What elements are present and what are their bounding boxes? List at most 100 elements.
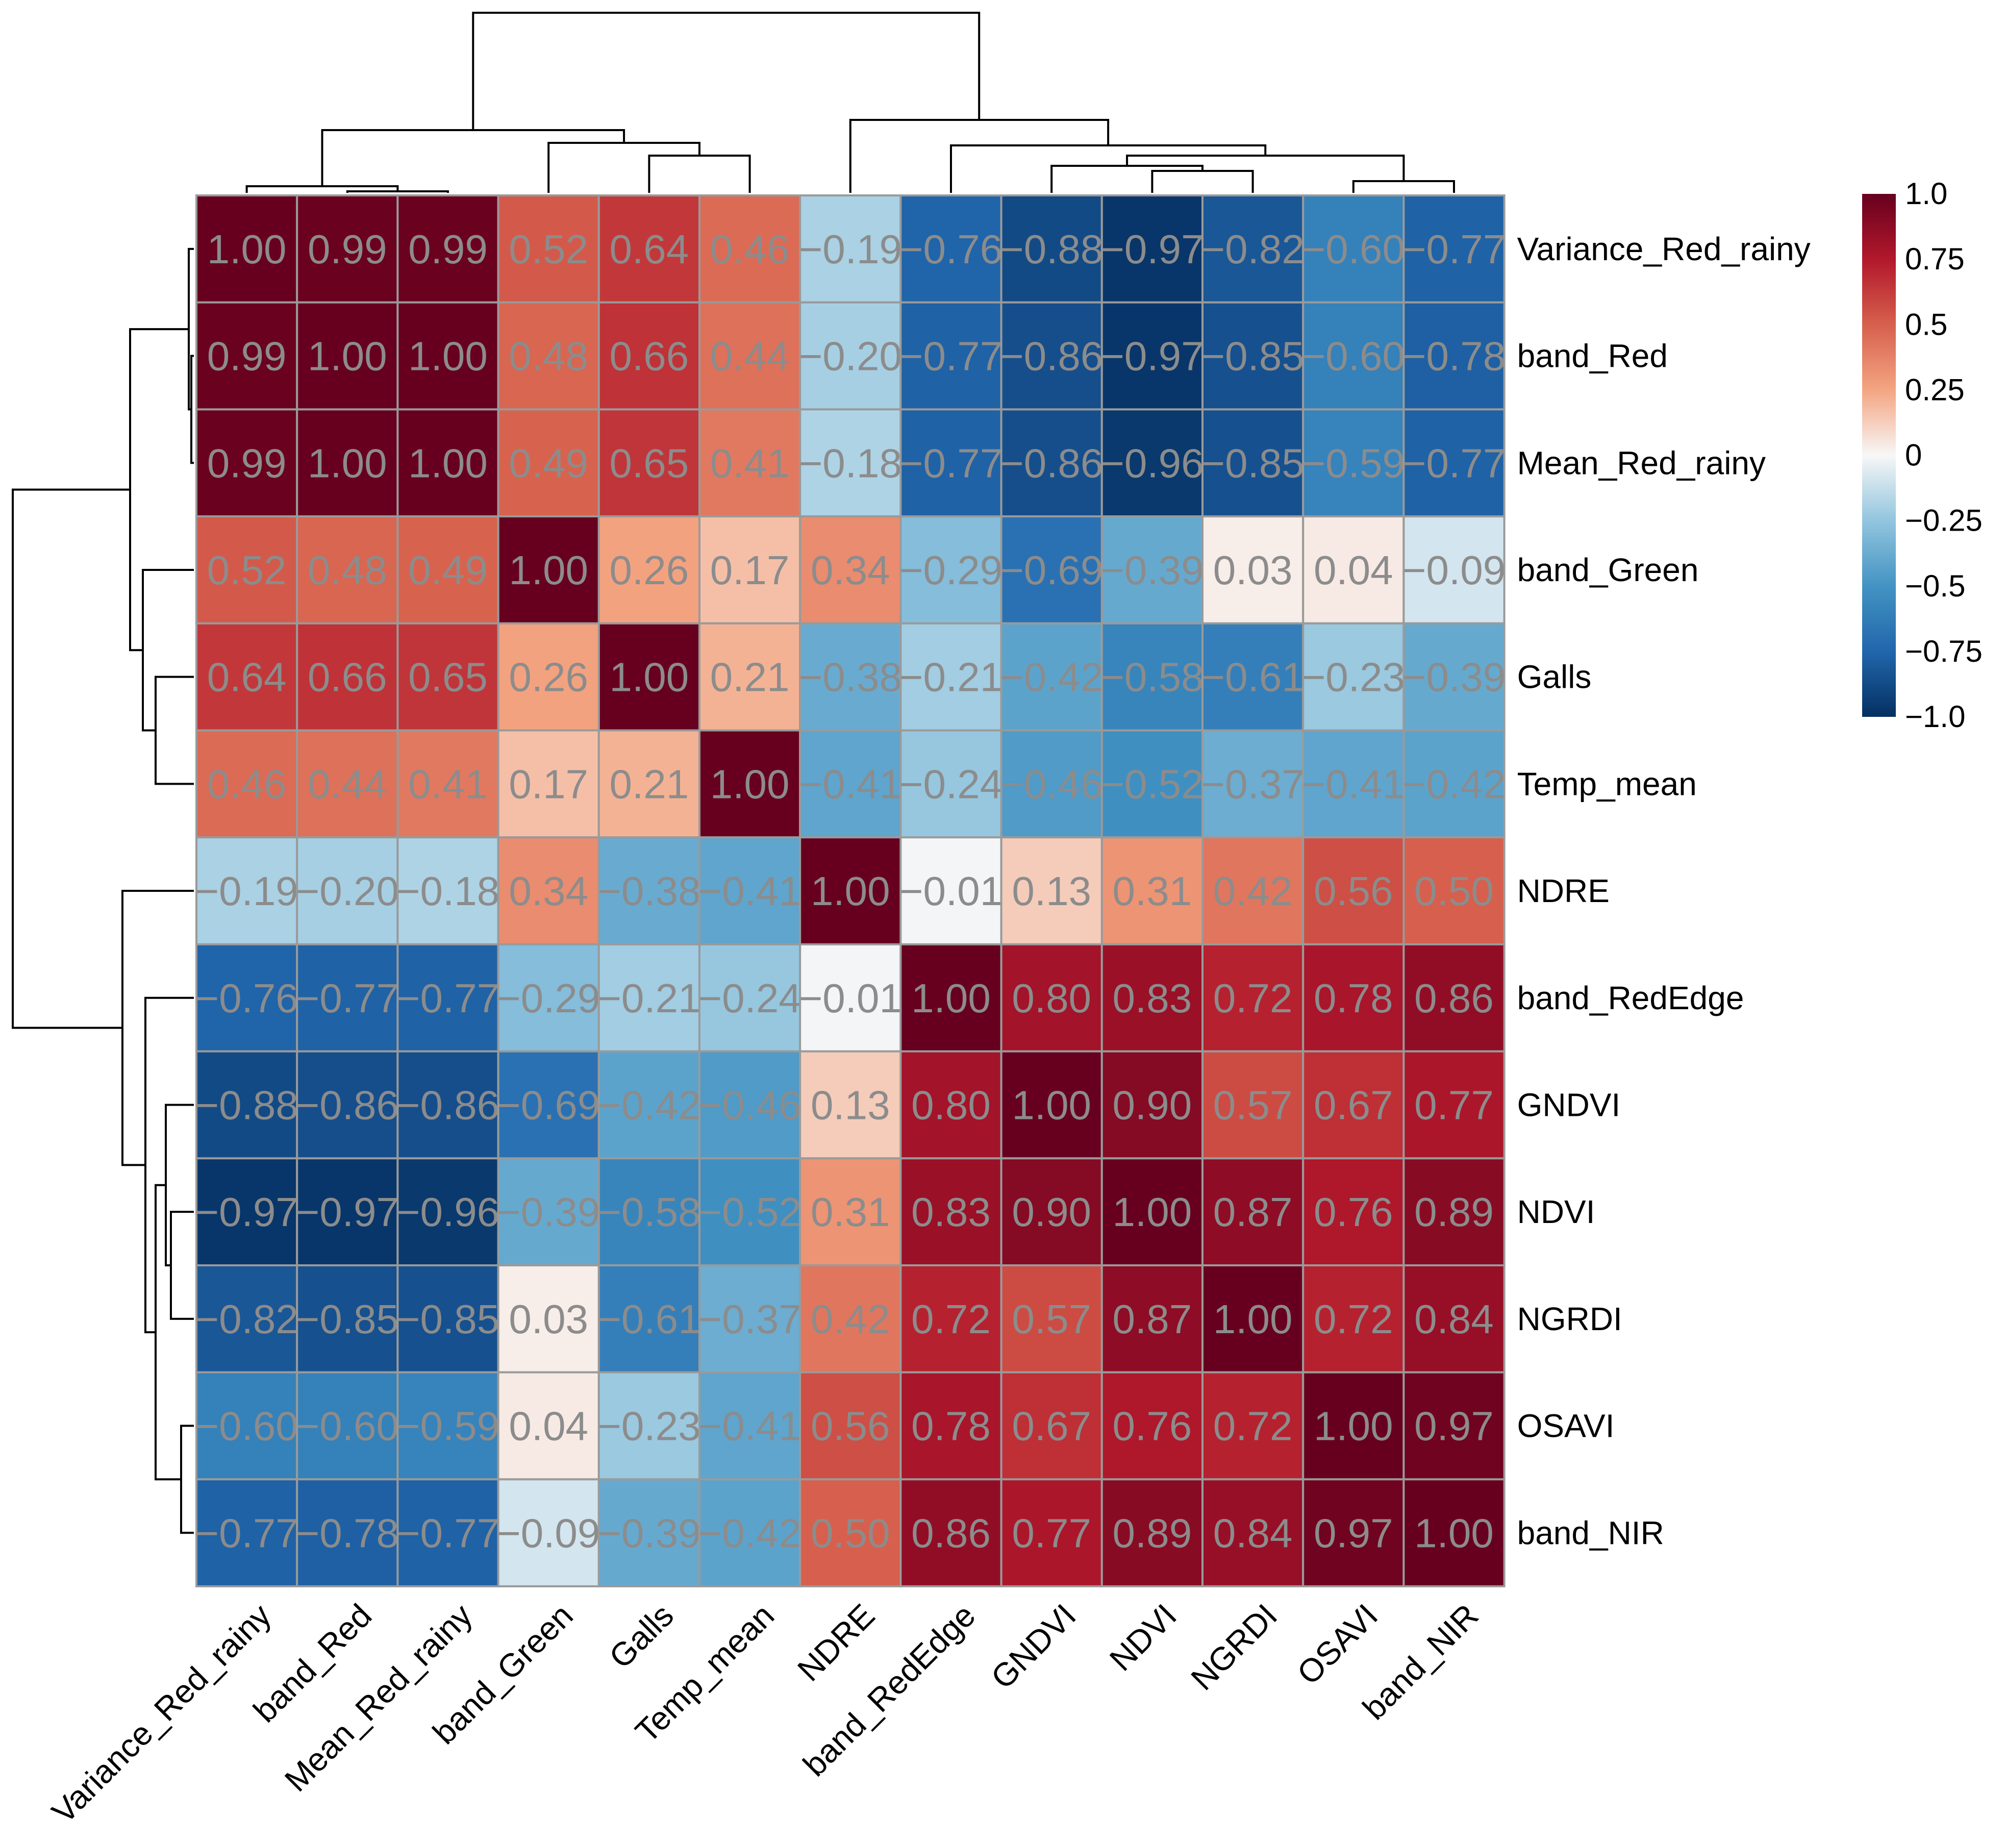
dendrogram-branch (321, 129, 625, 186)
cell-value-label: 0.21 (610, 761, 689, 807)
cell-value-label: −0.76 (899, 227, 1002, 272)
heatmap-cell (1000, 408, 1103, 518)
cell-value-label: −0.59 (1302, 440, 1405, 486)
cell-value-label: 0.66 (610, 334, 689, 379)
cell-value-label: −0.38 (799, 655, 902, 700)
cell-value-label: 0.76 (1314, 1189, 1393, 1235)
cell-value-label: 1.00 (1113, 1189, 1192, 1235)
cell-value-label: 0.13 (1012, 868, 1091, 914)
cell-value-label: 0.46 (710, 227, 790, 272)
cell-value-label: 1.00 (1314, 1404, 1393, 1449)
dendrogram-branch (180, 1425, 194, 1534)
heatmap-cell (1201, 1371, 1305, 1481)
cell-value-label: 0.65 (408, 655, 488, 700)
cell-value-label: 0.65 (610, 440, 689, 486)
heatmap-cell (698, 515, 801, 625)
cell-value-label: −0.38 (597, 868, 700, 914)
heatmap-cell (597, 408, 701, 518)
cell-value-label: 0.87 (1113, 1296, 1192, 1342)
cell-value-label: 0.50 (1414, 868, 1494, 914)
heatmap-cell (1402, 1050, 1506, 1160)
cell-value-label: −0.58 (597, 1189, 700, 1235)
cell-value-label: 0.80 (1012, 976, 1091, 1021)
cell-value-label: −0.19 (799, 227, 902, 272)
cell-value-label: −0.42 (597, 1082, 700, 1128)
cell-value-label: −0.20 (296, 868, 399, 914)
cell-value-label: 0.42 (811, 1296, 890, 1342)
cell-value-label: −0.46 (1000, 761, 1103, 807)
heatmap-cell (1302, 515, 1405, 625)
column-label: OSAVI (1290, 1597, 1385, 1692)
cell-value-label: −0.60 (195, 1404, 298, 1449)
cell-value-label: 0.64 (207, 655, 287, 700)
row-label: Temp_mean (1517, 765, 1697, 802)
cell-value-label: 1.00 (408, 334, 488, 379)
cell-value-label: 0.17 (509, 761, 588, 807)
cell-value-label: 1.00 (308, 334, 387, 379)
heatmap-cell (597, 943, 701, 1053)
cell-value-label: −0.85 (1201, 440, 1304, 486)
cell-value-label: 1.00 (911, 976, 991, 1021)
heatmap-cell (1100, 1371, 1204, 1481)
row-label: Variance_Red_rainy (1517, 231, 1811, 267)
cell-value-label: 0.66 (308, 655, 387, 700)
heatmap-cell (1402, 1157, 1506, 1267)
cell-value-label: −0.24 (899, 761, 1002, 807)
heatmap-cell (698, 301, 801, 411)
cell-value-label: −0.42 (698, 1510, 801, 1556)
heatmap-cell (396, 1050, 499, 1160)
heatmap-cell (396, 622, 499, 732)
cell-value-label: 0.72 (911, 1296, 991, 1342)
cell-value-label: 1.00 (207, 227, 287, 272)
heatmap-cell (1402, 408, 1506, 518)
cell-value-label: 0.03 (509, 1296, 588, 1342)
cell-value-label: 0.57 (1213, 1082, 1293, 1128)
heatmap-cell (195, 943, 298, 1053)
column-dendrogram (245, 12, 1455, 193)
heatmap-cell (497, 622, 600, 732)
heatmap-cell (296, 622, 399, 732)
dendrogram-branch (547, 142, 700, 193)
heatmap-cell (698, 1264, 801, 1373)
heatmap-cell (396, 194, 499, 304)
cell-value-label: −0.39 (1402, 655, 1506, 700)
dendrogram-branch (170, 1211, 194, 1320)
cell-value-label: 0.84 (1414, 1296, 1494, 1342)
dendrogram-branch (1050, 165, 1203, 193)
cell-value-label: 0.78 (911, 1404, 991, 1449)
dendrogram-branch (1126, 155, 1405, 181)
cell-value-label: −0.21 (899, 655, 1002, 700)
legend-tick-label: −0.25 (1905, 504, 1983, 538)
row-label: NDVI (1517, 1193, 1595, 1230)
heatmap-cell (1000, 836, 1103, 945)
heatmap-cell (899, 515, 1002, 625)
cell-value-label: 0.89 (1113, 1510, 1192, 1556)
heatmap-cell (597, 515, 701, 625)
cell-value-label: 0.52 (207, 547, 287, 593)
heatmap-cell (296, 194, 399, 304)
cell-value-label: 0.31 (811, 1189, 890, 1235)
cell-value-label: 0.56 (811, 1404, 890, 1449)
heatmap-cell (1302, 1050, 1405, 1160)
cell-value-label: −0.86 (296, 1082, 399, 1128)
heatmap-cell (1402, 943, 1506, 1053)
column-label: NDVI (1102, 1597, 1184, 1678)
cell-value-label: 0.72 (1213, 976, 1293, 1021)
cell-value-label: −0.86 (396, 1082, 499, 1128)
column-labels: Variance_Red_rainyband_RedMean_Red_rainy… (45, 1597, 1486, 1831)
heatmap-cell (1402, 622, 1506, 732)
cell-value-label: −0.41 (698, 868, 801, 914)
heatmap-cell (1100, 301, 1204, 411)
dendrogram-branch (155, 1184, 181, 1481)
cell-value-label: 0.83 (1113, 976, 1192, 1021)
cell-value-label: 0.72 (1213, 1404, 1293, 1449)
cell-value-label: 0.83 (911, 1189, 991, 1235)
cell-value-label: −0.78 (1402, 334, 1506, 379)
cell-value-label: −0.01 (899, 868, 1002, 914)
cell-value-label: 0.99 (207, 440, 287, 486)
cell-value-label: 1.00 (308, 440, 387, 486)
row-dendrogram (12, 247, 194, 1534)
cell-value-label: 1.00 (1012, 1082, 1091, 1128)
cell-value-label: −0.37 (1201, 761, 1304, 807)
heatmap-cell (1302, 301, 1405, 411)
